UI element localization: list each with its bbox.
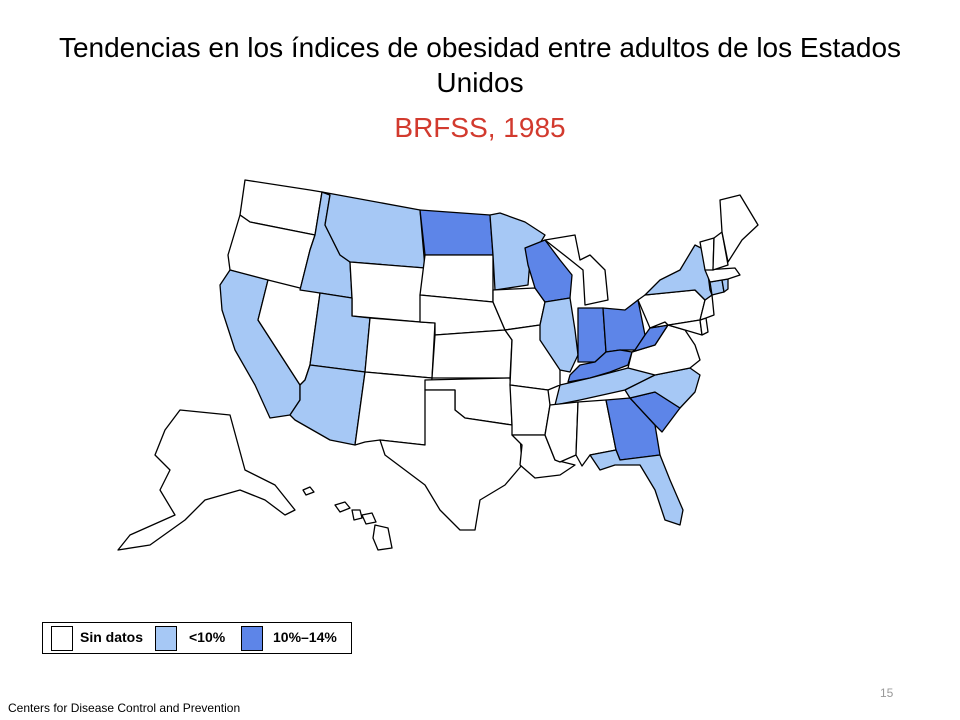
legend-swatch-lt10 [155, 626, 177, 651]
legend-swatch-10to14 [241, 626, 263, 651]
source-credit: Centers for Disease Control and Preventi… [8, 701, 241, 715]
chart-title: Tendencias en los índices de obesidad en… [58, 32, 902, 98]
state-ME [719, 194, 759, 263]
legend-label-10to14: 10%–14% [273, 629, 337, 645]
state-DE [699, 317, 709, 336]
chart-subtitle: BRFSS, 1985 [394, 112, 566, 143]
map-legend: Sin datos <10% 10%–14% [42, 622, 352, 654]
state-CO [364, 317, 436, 379]
state-HI [302, 486, 393, 551]
state-IN [577, 307, 607, 363]
state-MI [544, 234, 609, 306]
state-NM [354, 371, 433, 446]
legend-label-lt10: <10% [189, 629, 226, 645]
page-number: 15 [880, 686, 894, 700]
state-ND [419, 209, 494, 256]
state-WY [349, 261, 426, 323]
state-KS [431, 329, 513, 379]
state-TX [379, 389, 523, 531]
us-obesity-map [117, 179, 759, 551]
legend-swatch-no-data [51, 626, 73, 651]
state-MA [704, 267, 741, 283]
state-FL [589, 449, 684, 526]
state-NH [712, 231, 729, 271]
state-IL [539, 297, 579, 373]
state-AK [117, 409, 296, 551]
state-SD [419, 254, 494, 303]
legend-label-no-data: Sin datos [80, 629, 144, 645]
state-AR [509, 384, 551, 436]
